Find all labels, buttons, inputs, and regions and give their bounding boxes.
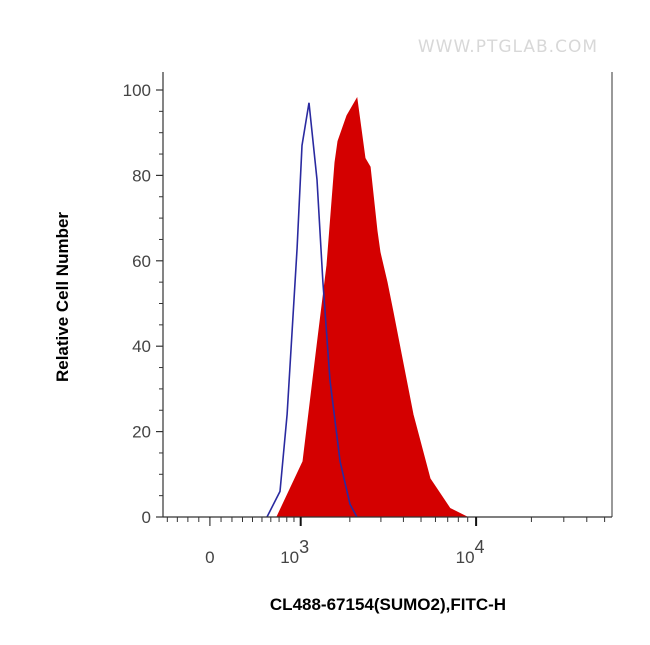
y-tick-label: 40 [132, 337, 151, 356]
y-axis-title: Relative Cell Number [53, 212, 72, 382]
y-tick-label: 80 [132, 166, 151, 185]
y-tick-label: 0 [142, 508, 151, 527]
watermark: WWW.PTGLAB.COM [418, 37, 598, 57]
x-axis-title: CL488-67154(SUMO2),FITC-H [270, 595, 506, 614]
y-tick-label: 60 [132, 252, 151, 271]
x-tick-label: 103 [280, 537, 309, 567]
x-tick-label: 0 [205, 548, 214, 567]
control-histogram-line [266, 102, 358, 518]
y-tick-label: 20 [132, 423, 151, 442]
y-tick-label: 100 [123, 81, 151, 100]
sample-histogram-area [276, 96, 468, 518]
x-tick-label: 104 [456, 537, 485, 567]
